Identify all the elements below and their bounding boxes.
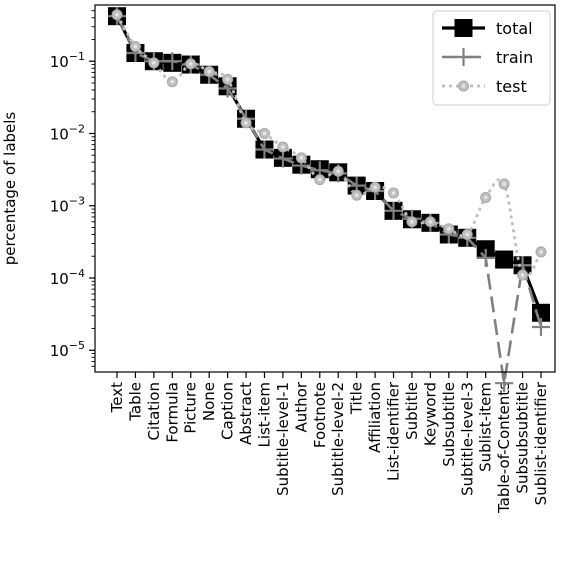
x-tick-label: Affiliation (366, 382, 384, 453)
data-point (163, 52, 182, 71)
x-tick-label: Sublist-identifier (532, 381, 550, 505)
legend-marker (454, 19, 473, 37)
x-tick-label: Text (108, 382, 126, 413)
x-axis-ticks: Text Table Citation Formula Picture None Capti… (108, 372, 550, 514)
series-test (111, 9, 547, 281)
y-axis-ticks: 10−1 10−2 10−3 10−4 10−5 (50, 10, 95, 367)
legend-label: total (496, 19, 533, 38)
data-point (255, 140, 274, 159)
data-point (406, 216, 418, 228)
data-point (203, 66, 215, 78)
x-tick-label: Subtitle-level-1 (274, 382, 292, 496)
data-point (384, 201, 403, 220)
plot-frame (94, 4, 556, 373)
legend: total train test (432, 10, 551, 106)
data-point (314, 174, 326, 186)
x-tick-label: Citation (145, 382, 163, 440)
x-tick-label: None (200, 382, 218, 421)
legend-item-total: total (442, 19, 533, 38)
series-layer (108, 7, 550, 393)
data-point (517, 269, 529, 281)
data-point (129, 40, 141, 52)
y-axis-label: percentage of labels (1, 112, 19, 266)
x-tick-label: Subsubsubtitle (514, 382, 532, 494)
x-tick-label: List-identifier (385, 381, 403, 481)
data-point (185, 58, 197, 70)
data-point (535, 246, 547, 258)
legend-item-test: test (442, 77, 527, 96)
y-tick-label: 10−3 (50, 195, 85, 216)
data-point (240, 117, 252, 129)
legend-item-train: train (442, 48, 533, 67)
x-tick-label: Formula (163, 382, 181, 443)
data-point (277, 141, 289, 153)
data-point (111, 9, 123, 21)
x-tick-label: Table (126, 382, 144, 422)
x-tick-label: Subtitle-level-3 (458, 382, 476, 496)
x-tick-label: Footnote (311, 382, 329, 448)
legend-label: train (496, 48, 533, 67)
legend-marker (458, 80, 469, 92)
x-tick-label: Keyword (421, 382, 439, 446)
data-point (258, 127, 270, 139)
data-point (148, 57, 160, 69)
legend-label: test (496, 77, 527, 96)
x-tick-label: Subtitle-level-2 (329, 382, 347, 496)
data-point (273, 149, 292, 168)
y-tick-label: 10−2 (50, 122, 85, 143)
data-point (369, 181, 381, 193)
x-tick-label: Author (292, 381, 310, 432)
data-point (532, 317, 550, 336)
data-point (443, 223, 455, 235)
x-tick-label: Caption (219, 382, 237, 440)
y-tick-label: 10−4 (50, 267, 85, 288)
x-tick-label: Subtitle (403, 382, 421, 440)
data-point (351, 189, 363, 201)
data-point (480, 192, 492, 204)
data-point (295, 152, 307, 164)
data-point (388, 187, 400, 199)
data-point (476, 248, 495, 267)
data-point (461, 228, 473, 240)
x-tick-label: Title (348, 382, 366, 415)
data-point (498, 178, 510, 190)
legend-marker (454, 48, 473, 66)
x-tick-label: Table-of-Contents (495, 382, 513, 514)
data-point (222, 73, 234, 85)
x-tick-label: Picture (182, 382, 200, 434)
x-tick-label: Abstract (237, 382, 255, 445)
data-point (424, 216, 436, 228)
x-tick-label: List-item (255, 382, 273, 448)
x-tick-label: Sublist-item (477, 382, 495, 472)
x-tick-label: Subsubtitle (440, 382, 458, 467)
data-point (166, 76, 178, 88)
data-point (495, 250, 514, 269)
y-tick-label: 10−5 (50, 339, 85, 360)
data-point (332, 165, 344, 177)
data-point (495, 374, 514, 393)
y-tick-label: 10−1 (50, 50, 85, 71)
